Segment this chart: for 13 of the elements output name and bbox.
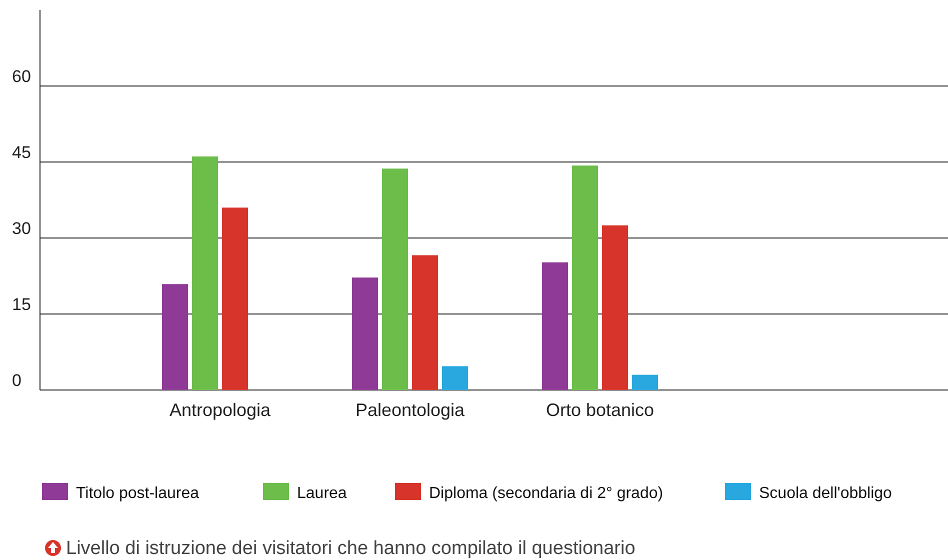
legend-label: Scuola dell'obbligo [759, 485, 892, 502]
x-tick-label: Orto botanico [546, 400, 654, 420]
x-tick-label: Paleontologia [355, 400, 466, 420]
x-tick-label: Antropologia [169, 400, 272, 420]
text: Livello di istruzione dei visitatori che hanno compilato il questionario [66, 538, 636, 559]
y-tick-label: 0 [12, 371, 22, 390]
legend-label: Laurea [297, 485, 347, 502]
y-tick-label: 60 [12, 67, 31, 86]
legend-label: Titolo post-laurea [76, 485, 200, 502]
y-tick-label: 30 [12, 219, 31, 238]
legend-label: Diploma (secondaria di 2° grado) [429, 485, 664, 502]
y-tick-label: 45 [12, 143, 31, 162]
y-tick-label: 15 [12, 295, 31, 314]
